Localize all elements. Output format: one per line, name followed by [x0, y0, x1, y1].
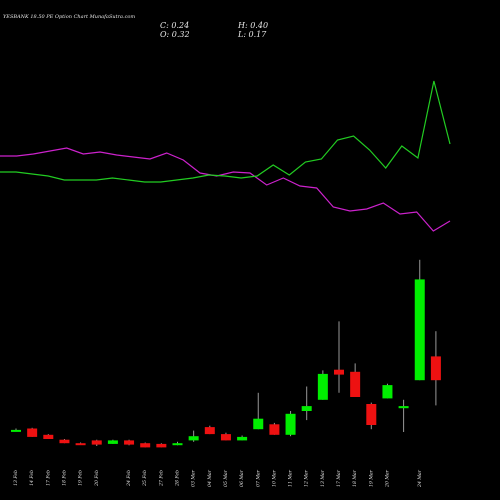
candle-body [107, 440, 118, 444]
x-tick-label: 12 Mar [304, 469, 310, 487]
x-axis-ticks: 13 Feb 14 Feb 17 Feb 18 Feb 19 Feb 20 Feb 24 F… [13, 469, 423, 488]
x-tick-label: 13 Mar [320, 469, 326, 487]
candle-body [188, 436, 199, 441]
candle-body [156, 443, 167, 448]
candle-body [43, 434, 54, 439]
candle-body [172, 443, 183, 446]
candle [124, 439, 135, 446]
magenta-indicator-line [0, 147, 451, 232]
x-tick-label: 13 Feb [13, 470, 19, 486]
green-indicator-line [0, 80, 451, 183]
candle-body [366, 404, 377, 425]
x-tick-label: 14 Feb [29, 470, 35, 486]
open-readout: O: 0.32 [160, 30, 190, 39]
candle [75, 442, 86, 446]
candle-body [124, 440, 135, 445]
x-tick-label: 20 Mar [384, 469, 390, 488]
x-tick-label: 27 Feb [158, 470, 164, 487]
candle [269, 422, 280, 435]
x-tick-label: 05 Mar [223, 469, 229, 487]
candle-body [269, 424, 280, 435]
candle-body [11, 429, 21, 432]
x-tick-label: 19 Feb [78, 470, 84, 486]
candle-body [27, 428, 38, 437]
x-tick-label: 28 Feb [175, 470, 181, 487]
candle [350, 363, 361, 397]
candle-body [350, 371, 361, 397]
x-tick-label: 18 Mar [352, 469, 358, 487]
low-readout: L: 0.17 [237, 30, 267, 39]
candle [172, 441, 183, 446]
candle [317, 370, 328, 400]
candle-body [253, 418, 264, 430]
candle-body [317, 373, 328, 400]
candle [43, 434, 54, 439]
candle-body [430, 356, 441, 381]
candle [301, 386, 312, 421]
candle-body [285, 413, 296, 435]
candle-body [59, 439, 70, 444]
x-tick-label: 17 Mar [336, 469, 342, 487]
candle-body [301, 406, 312, 411]
x-tick-label: 04 Mar [207, 469, 213, 487]
candle [156, 443, 167, 448]
candle-body [237, 436, 248, 441]
candle [140, 442, 151, 448]
x-tick-label: 17 Feb [45, 470, 51, 486]
candle [27, 427, 38, 437]
chart-title: YESBANK 18.50 PE Option Chart MunafaSutr… [3, 14, 135, 20]
x-tick-label: 10 Mar [271, 469, 277, 487]
candle [253, 392, 264, 430]
high-readout: H: 0.40 [237, 21, 268, 30]
indicator-lines [0, 80, 451, 232]
candle [91, 439, 102, 446]
candle-body [382, 385, 393, 399]
x-tick-label: 20 Feb [94, 470, 100, 487]
candle-body [91, 440, 102, 445]
candle [398, 399, 409, 432]
candle-body [75, 443, 86, 446]
x-tick-label: 06 Mar [239, 469, 245, 487]
candle [382, 383, 393, 399]
x-tick-label: 19 Mar [368, 469, 374, 487]
candle [285, 411, 296, 437]
close-readout: C: 0.24 [160, 21, 189, 30]
candles [11, 259, 441, 448]
x-tick-label: 03 Mar [191, 469, 197, 487]
candle-body [334, 369, 344, 375]
x-tick-label: 11 Mar [288, 469, 294, 487]
candle [220, 432, 231, 441]
candle [334, 321, 344, 393]
candle [204, 425, 215, 435]
candle-body [398, 406, 409, 409]
candle-body [220, 434, 231, 441]
x-tick-label: 07 Mar [255, 469, 261, 487]
candle [366, 402, 377, 430]
x-tick-label: 18 Feb [61, 470, 67, 486]
candle [430, 331, 441, 406]
candle [107, 439, 118, 444]
candle-body [140, 443, 151, 448]
candle-body [204, 427, 215, 435]
candle [237, 435, 248, 441]
x-tick-label: 25 Feb [142, 470, 148, 487]
candle [188, 430, 199, 442]
x-tick-label: 24 Feb [126, 470, 132, 487]
x-tick-label: 24 Mar [417, 469, 423, 488]
candle [59, 439, 70, 444]
candle [414, 259, 425, 381]
candle [11, 428, 21, 432]
candle-body [414, 279, 425, 381]
